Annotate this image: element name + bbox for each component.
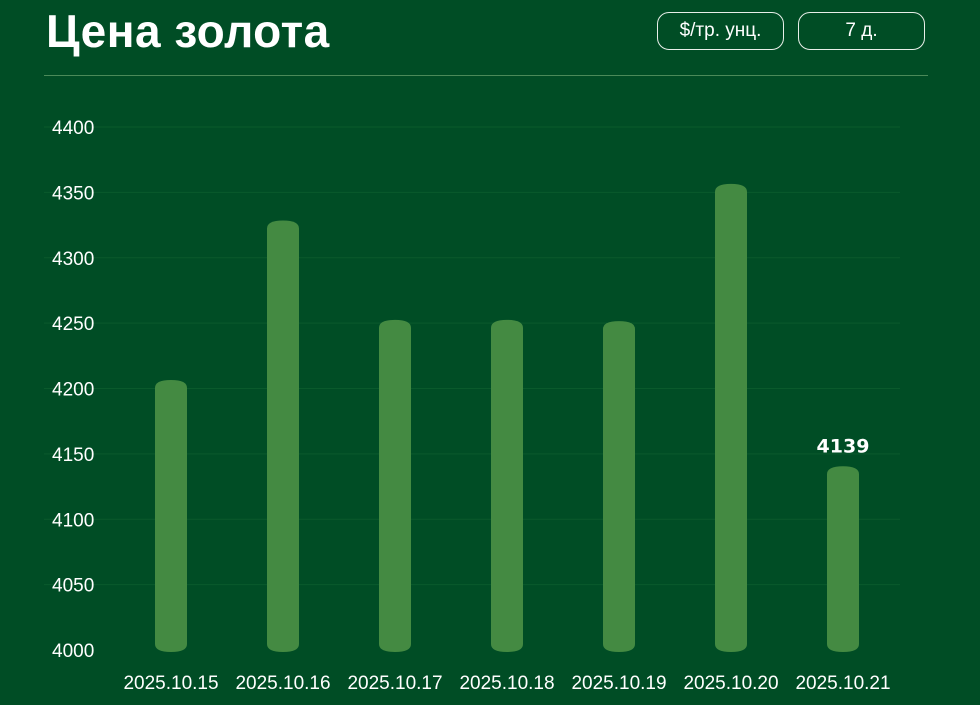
bars: [155, 183, 859, 652]
x-tick-label: 2025.10.17: [347, 673, 442, 694]
x-tick-label: 2025.10.18: [459, 673, 554, 694]
header-divider: [44, 75, 928, 76]
x-tick-label: 2025.10.20: [683, 673, 778, 694]
x-axis-ticks: 2025.10.15 2025.10.16 2025.10.17 2025.10.18…: [123, 673, 890, 694]
y-tick-label: 4350: [52, 183, 94, 204]
y-tick-label: 4400: [52, 118, 94, 139]
bar-2025.10.20[interactable]: [715, 183, 747, 652]
page-title: Цена золота: [46, 5, 330, 57]
y-tick-label: 4000: [52, 641, 94, 662]
bar-2025.10.15[interactable]: [155, 379, 187, 652]
bar-2025.10.21[interactable]: [827, 466, 859, 652]
data-label: 4139: [817, 435, 870, 457]
unit-selector-button[interactable]: $/тр. унц.: [657, 12, 784, 50]
period-selector-button[interactable]: 7 д.: [798, 12, 925, 50]
bar-2025.10.17[interactable]: [379, 319, 411, 652]
x-tick-label: 2025.10.15: [123, 673, 218, 694]
data-labels: 4139: [817, 435, 870, 457]
bar-2025.10.18[interactable]: [491, 319, 523, 652]
y-tick-label: 4050: [52, 576, 94, 597]
x-tick-label: 2025.10.16: [235, 673, 330, 694]
y-tick-label: 4200: [52, 380, 94, 401]
bar-2025.10.16[interactable]: [267, 220, 299, 652]
x-tick-label: 2025.10.19: [571, 673, 666, 694]
y-axis-ticks: 4000 4050 4100 4150 4200 4250 4300 4350 4400: [52, 118, 94, 662]
y-tick-label: 4250: [52, 314, 94, 335]
x-tick-label: 2025.10.21: [795, 673, 890, 694]
bar-2025.10.19[interactable]: [603, 321, 635, 652]
y-tick-label: 4300: [52, 249, 94, 270]
y-tick-label: 4100: [52, 510, 94, 531]
y-tick-label: 4150: [52, 445, 94, 466]
